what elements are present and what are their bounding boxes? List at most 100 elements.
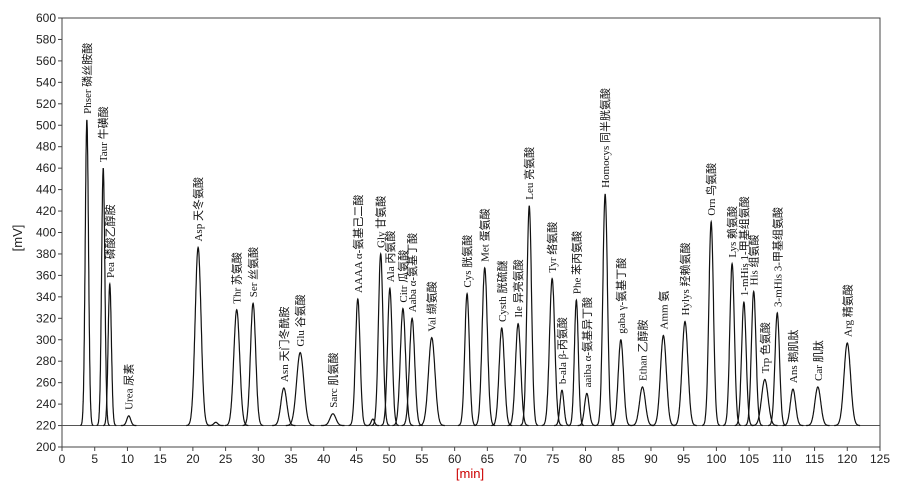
x-tick-label: 0 [59, 452, 66, 466]
y-tick-label: 220 [36, 419, 56, 433]
peak-label: Arg 精氨酸 [840, 284, 854, 337]
x-tick-label: 100 [706, 452, 726, 466]
y-tick-label: 200 [36, 440, 56, 454]
peak [834, 342, 861, 427]
peak-label: Hylys 羟赖氨酸 [678, 242, 692, 315]
x-axis-label: [min] [456, 466, 484, 481]
peak-label: Thr 苏氨酸 [230, 252, 244, 304]
peak-label: Amm 氨 [657, 291, 670, 330]
x-tick-label: 105 [739, 452, 759, 466]
x-tick-label: 120 [837, 452, 857, 466]
x-tick-label: 125 [870, 452, 890, 466]
peak-label: Ile 异亮氨酸 [511, 259, 525, 317]
peak [366, 418, 380, 427]
y-tick-label: 320 [36, 311, 56, 325]
peak [103, 281, 117, 427]
peak [242, 301, 264, 427]
peak [744, 289, 763, 427]
x-tick-label: 55 [415, 452, 429, 466]
peak [457, 291, 477, 427]
x-tick-label: 25 [219, 452, 233, 466]
peak [207, 421, 224, 427]
peak-label: Lys 赖氨酸 [725, 206, 739, 258]
peak [80, 119, 94, 426]
y-tick-label: 260 [36, 376, 56, 390]
peak [507, 322, 529, 427]
peak-label: Car 肌肽 [811, 340, 825, 381]
peak [392, 307, 414, 427]
peak-label: Val 缬氨酸 [425, 281, 439, 331]
peak-label: Met 蛋氨酸 [478, 208, 492, 261]
x-tick-label: 35 [284, 452, 298, 466]
peak [610, 339, 632, 427]
peak-label: Sarc 肌氨酸 [326, 352, 340, 407]
peak [651, 334, 676, 427]
peak [348, 297, 367, 427]
x-tick-label: 90 [644, 452, 658, 466]
y-tick-label: 380 [36, 247, 56, 261]
y-tick-label: 520 [36, 97, 56, 111]
x-tick-label: 85 [612, 452, 626, 466]
peak-label: AAAA α-氨基己二酸 [351, 195, 365, 293]
y-tick-label: 360 [36, 268, 56, 282]
peak [401, 316, 423, 427]
peak [321, 413, 345, 427]
peak [701, 219, 721, 427]
x-tick-label: 115 [805, 452, 824, 466]
peak [186, 245, 210, 427]
peak [541, 277, 563, 427]
peak-label: His 组氨酸 [747, 234, 761, 285]
y-tick-label: 280 [36, 354, 56, 368]
x-tick-label: 60 [448, 452, 462, 466]
peak-label: Ser 丝氨酸 [246, 247, 260, 297]
peak [554, 389, 570, 427]
peak-label: Gly 甘氨酸 [374, 196, 388, 248]
peak-label: 1-mHis 1-甲基组氨酸 [737, 196, 751, 296]
peak-label: Phe 苯丙氨酸 [569, 231, 583, 294]
peak-label: Glu 谷氨酸 [293, 294, 307, 346]
peak [474, 266, 496, 427]
x-tick-label: 110 [772, 452, 791, 466]
x-tick-label: 50 [383, 452, 397, 466]
x-tick-label: 10 [121, 452, 135, 466]
y-tick-label: 580 [36, 32, 56, 46]
peak-label: Aaba α-氨基丁酸 [405, 233, 419, 312]
x-tick-label: 20 [186, 452, 200, 466]
peak [272, 387, 296, 427]
peak-label: gaba γ-氨基丁酸 [614, 258, 628, 334]
peak-label: Ans 鹅肌肽 [786, 330, 800, 383]
x-tick-label: 80 [579, 452, 593, 466]
peak-label: 3-mHis 3-甲基组氨酸 [770, 207, 784, 307]
y-tick-label: 400 [36, 226, 56, 240]
peak [568, 298, 585, 427]
x-tick-label: 70 [513, 452, 527, 466]
peak [595, 193, 615, 427]
x-tick-label: 40 [317, 452, 331, 466]
peak-label: Cys 胱氨酸 [460, 235, 474, 288]
peak-label: Ethan 乙醇胺 [635, 320, 649, 381]
peak [120, 415, 137, 427]
peak [491, 327, 513, 427]
peak-label: Asn 天门冬酰胺 [277, 307, 291, 382]
x-tick-label: 15 [153, 452, 167, 466]
peak [371, 252, 390, 427]
peak-label: Trp 色氨酸 [758, 322, 772, 373]
x-tick-label: 95 [677, 452, 691, 466]
peak-label: Citr 瓜氨酸 [396, 250, 410, 303]
y-tick-label: 600 [36, 11, 56, 25]
y-tick-label: 240 [36, 397, 56, 411]
y-axis-label: [mV] [10, 225, 25, 252]
peak [519, 205, 539, 427]
x-tick-label: 30 [252, 452, 266, 466]
x-tick-label: 5 [91, 452, 98, 466]
peak-label: Orn 鸟氨酸 [704, 163, 718, 216]
peak [96, 167, 111, 427]
y-tick-label: 420 [36, 204, 56, 218]
y-tick-label: 480 [36, 140, 56, 154]
peak [577, 392, 596, 427]
y-tick-label: 440 [36, 183, 56, 197]
peak-label: Taur 牛磺酸 [96, 106, 110, 162]
peak [285, 351, 315, 427]
peak-label: Asp 天冬氨酸 [191, 177, 205, 241]
